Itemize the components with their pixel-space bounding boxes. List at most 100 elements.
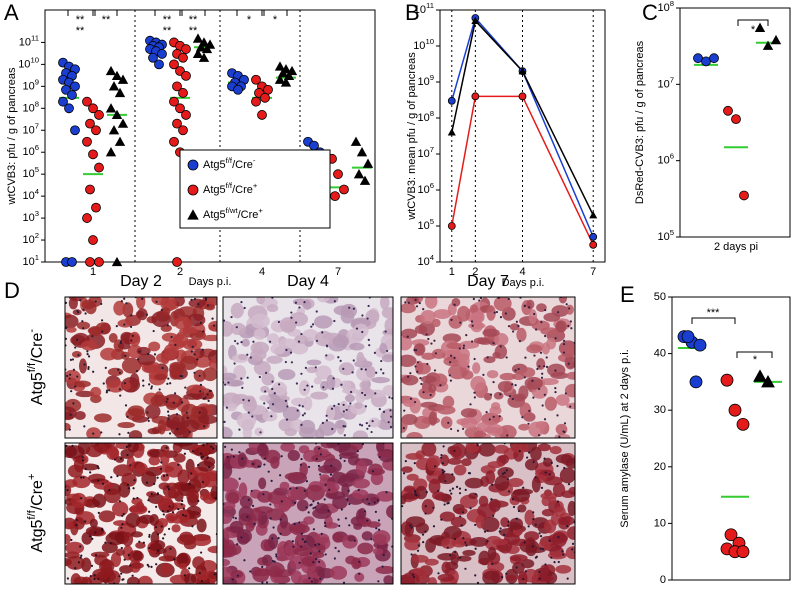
tissue-cell — [349, 342, 365, 351]
tissue-cell — [518, 423, 530, 431]
nucleus — [563, 339, 566, 342]
tissue-cell — [566, 371, 575, 380]
nucleus — [83, 425, 86, 428]
tissue-cell — [65, 534, 71, 545]
nucleus — [318, 550, 321, 553]
tissue-cell — [223, 501, 236, 510]
nucleus — [331, 387, 335, 390]
data-point — [260, 92, 270, 103]
data-point — [195, 42, 207, 52]
tissue-cell — [90, 394, 102, 404]
tissue-cell — [427, 455, 441, 468]
nucleus — [413, 462, 416, 465]
data-point — [157, 49, 167, 59]
tissue-cell — [566, 526, 575, 540]
tissue-cell — [432, 318, 441, 328]
nucleus — [290, 311, 293, 314]
nucleus — [537, 434, 541, 437]
tissue-cell — [207, 545, 217, 554]
nucleus — [308, 576, 311, 580]
tissue-cell — [306, 366, 318, 374]
tissue-cell — [75, 390, 95, 398]
nucleus — [91, 335, 94, 338]
nucleus — [88, 535, 92, 538]
y-tick-label: 109 — [417, 73, 434, 88]
nucleus — [563, 422, 567, 425]
nucleus — [409, 397, 413, 400]
tissue-cell — [279, 317, 297, 333]
nucleus — [348, 524, 351, 527]
tissue-cell — [223, 513, 233, 524]
tissue-cell — [461, 458, 472, 467]
nucleus — [307, 511, 310, 514]
nucleus — [238, 477, 241, 480]
nucleus — [514, 384, 517, 387]
nucleus — [132, 487, 135, 490]
nucleus — [368, 502, 371, 505]
nucleus — [240, 341, 243, 344]
nucleus — [407, 301, 410, 304]
image-frame — [222, 442, 394, 585]
nucleus — [86, 350, 89, 353]
tissue-cell — [405, 452, 423, 460]
tissue-cell — [278, 418, 295, 432]
data-point — [471, 16, 480, 25]
nucleus — [162, 537, 165, 540]
data-point — [117, 118, 129, 128]
nucleus — [152, 329, 155, 333]
data-point — [91, 202, 101, 213]
tissue-cell — [539, 564, 550, 576]
tissue-cell — [550, 372, 569, 380]
data-point — [88, 103, 98, 114]
nucleus — [566, 525, 569, 528]
nucleus — [181, 499, 184, 503]
nucleus — [123, 297, 126, 300]
nucleus — [142, 379, 145, 382]
nucleus — [486, 529, 489, 532]
tissue-cell — [565, 304, 574, 315]
tissue-cell — [121, 357, 142, 374]
nucleus — [568, 307, 571, 310]
tissue-cell — [113, 520, 129, 527]
nucleus — [126, 453, 129, 457]
nucleus — [155, 505, 158, 508]
nucleus — [160, 461, 163, 464]
tissue-cell — [184, 573, 197, 584]
nucleus — [166, 474, 169, 477]
nucleus — [389, 425, 393, 429]
data-point — [70, 81, 80, 92]
tissue-cell — [492, 538, 509, 546]
nucleus — [93, 577, 96, 581]
significance-label: ** — [189, 14, 198, 26]
nucleus — [493, 311, 496, 314]
data-point — [85, 118, 95, 129]
nucleus — [66, 374, 69, 378]
tissue-cell — [132, 550, 143, 561]
tissue-cell — [223, 372, 237, 381]
nucleus — [543, 457, 546, 460]
panel-letter: C — [642, 0, 658, 25]
nucleus — [548, 539, 551, 542]
nucleus — [100, 319, 104, 322]
tissue-cell — [76, 321, 91, 330]
nucleus — [241, 386, 244, 389]
nucleus — [94, 554, 98, 557]
data-point — [736, 417, 750, 431]
tissue-cell — [470, 375, 486, 392]
tissue-cell — [310, 543, 326, 555]
y-tick-label: 106 — [417, 181, 434, 196]
nucleus — [476, 444, 479, 447]
nucleus — [82, 327, 85, 330]
nucleus — [507, 297, 510, 301]
nucleus — [246, 376, 249, 379]
nucleus — [233, 362, 236, 365]
tissue-cell — [81, 299, 96, 310]
nucleus — [557, 560, 560, 564]
nucleus — [378, 408, 381, 411]
x-tick-label: 7 — [590, 266, 596, 278]
nucleus — [325, 414, 328, 417]
nucleus — [458, 487, 462, 490]
nucleus — [416, 370, 419, 373]
nucleus — [545, 356, 548, 359]
